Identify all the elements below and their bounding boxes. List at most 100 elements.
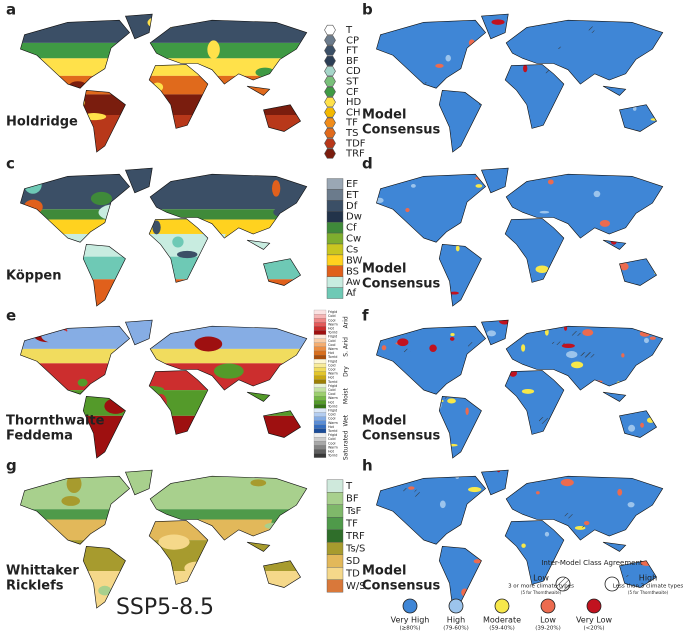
- climate-patch: [66, 474, 82, 494]
- legend-swatch: [324, 55, 336, 66]
- consensus-spot: [392, 530, 403, 537]
- consensus-spot: [579, 525, 586, 528]
- panel-letter: d: [362, 155, 373, 173]
- consensus-spot: [486, 507, 497, 513]
- consensus-spot: [539, 210, 550, 214]
- climate-zone: [20, 42, 307, 59]
- consensus-swatch: [586, 598, 602, 614]
- legend-label: Af: [346, 288, 356, 299]
- legend-label: CF: [346, 87, 359, 98]
- consensus-spot: [650, 118, 658, 121]
- climate-patch: [272, 68, 287, 82]
- consensus-spot: [579, 398, 586, 406]
- consensus-spot: [429, 344, 437, 353]
- consensus-spot: [445, 168, 454, 170]
- legend-swatch: [324, 138, 336, 149]
- consensus-spot: [447, 398, 456, 404]
- climate-patch: [57, 551, 72, 559]
- consensus-spot: [583, 521, 590, 526]
- climate-patch: [187, 551, 199, 562]
- consensus-spot: [662, 70, 663, 76]
- climate-zone: [20, 58, 307, 76]
- consensus-spot: [599, 220, 611, 227]
- consensus-spot: [601, 320, 613, 323]
- map: [20, 167, 308, 307]
- climate-patch: [247, 559, 257, 574]
- consensus-spot: [530, 14, 537, 18]
- legend-swatch: [313, 432, 327, 438]
- panel-label: Model: [362, 564, 406, 579]
- legend-swatch: [326, 254, 344, 267]
- consensus-spot: [404, 532, 411, 537]
- legend-label: T: [345, 25, 353, 36]
- consensus-spot: [588, 415, 595, 419]
- consensus-spot: [649, 336, 656, 340]
- consensus-spot: [561, 343, 575, 348]
- consensus-spot: [640, 422, 644, 428]
- consensus-spot: [564, 512, 574, 519]
- consensus-spot: [527, 434, 534, 440]
- agreement-label: High: [639, 574, 657, 583]
- consensus-spot: [547, 179, 554, 185]
- panel-label: Model: [362, 262, 406, 277]
- agreement-low: [555, 576, 571, 592]
- legend-swatch: [324, 76, 336, 87]
- consensus-spot: [391, 320, 397, 324]
- legend-swatch: [313, 367, 327, 372]
- consensus-spot: [556, 414, 562, 421]
- consensus-spot: [426, 268, 437, 273]
- consensus-spot: [386, 371, 390, 377]
- legend-sublabel: Frigid: [328, 408, 337, 412]
- consensus-spot: [363, 181, 369, 186]
- consensus-spot: [633, 252, 641, 260]
- legend-swatch: [313, 318, 327, 323]
- legend-label: TDF: [345, 138, 366, 149]
- legend-sublabel: Cool: [328, 343, 336, 347]
- consensus-spot: [478, 195, 486, 204]
- legend-label: CP: [346, 35, 359, 46]
- consensus-spot: [661, 372, 663, 379]
- legend-swatch: [326, 221, 344, 234]
- legend-group: Dry: [343, 366, 350, 377]
- consensus-spot: [599, 437, 604, 445]
- consensus-swatch: [402, 598, 418, 614]
- consensus-spot: [475, 184, 483, 188]
- consensus-spot: [496, 470, 501, 473]
- legend-swatch: [313, 314, 327, 319]
- map-land: [20, 14, 307, 153]
- consensus-spot: [486, 330, 497, 337]
- legend-label: Df: [346, 201, 358, 212]
- consensus-spot: [412, 323, 425, 327]
- consensus-spot: [468, 51, 474, 59]
- consensus-spot: [538, 417, 550, 425]
- land-outline: [20, 469, 308, 609]
- legend-swatch: [324, 86, 336, 97]
- legend-sublabel: Frigid: [328, 310, 337, 314]
- legend-swatch: [313, 449, 327, 454]
- consensus-spot: [582, 329, 594, 336]
- consensus-spot: [465, 391, 472, 400]
- panel-letter: f: [362, 307, 369, 325]
- panel-letter: h: [362, 457, 373, 475]
- legend-swatch: [324, 148, 336, 159]
- consensus-spot: [360, 58, 369, 63]
- legend-sublabel: Warm: [328, 421, 339, 425]
- climate-zone: [20, 14, 307, 43]
- climate-patch: [109, 50, 120, 68]
- climate-zone: [20, 363, 307, 391]
- panel-label: Consensus: [362, 429, 441, 444]
- panel-label: Consensus: [362, 123, 441, 138]
- legend-swatch: [313, 359, 327, 364]
- consensus-spot: [455, 245, 460, 252]
- consensus-spot: [385, 19, 391, 24]
- consensus-spot: [523, 64, 528, 73]
- consensus-spot: [588, 26, 595, 34]
- legend-sublabel: Cool: [328, 318, 336, 322]
- consensus-spot: [644, 320, 656, 327]
- legend-sublabel: Frigid: [328, 433, 337, 437]
- legend-swatch: [313, 428, 327, 434]
- legend-sublabel: Warm: [328, 322, 339, 326]
- consensus-spot: [511, 16, 518, 22]
- legend-sublabel: Torrid: [327, 355, 337, 359]
